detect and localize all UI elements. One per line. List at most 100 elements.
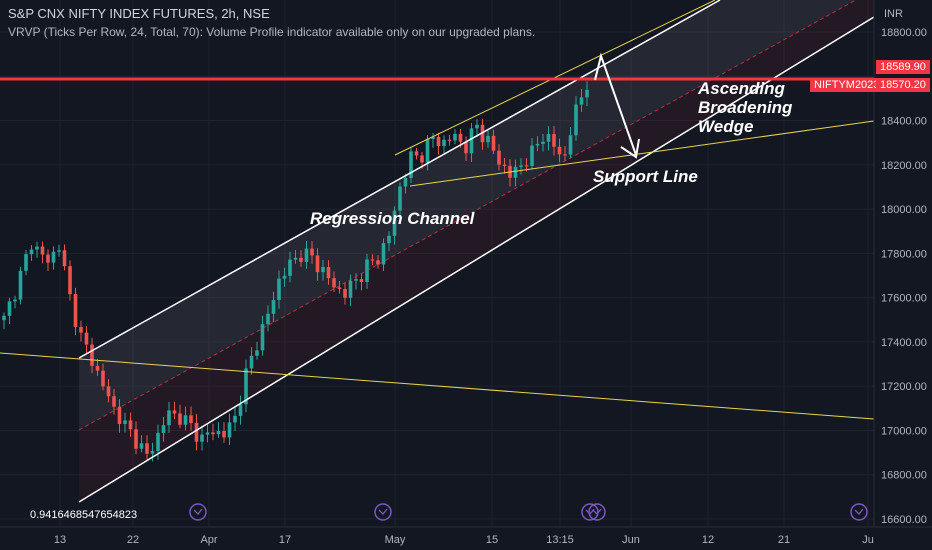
- candle: [205, 432, 210, 435]
- time-tick-label: Jun: [622, 534, 640, 546]
- candle: [332, 278, 336, 288]
- candle: [62, 250, 67, 267]
- bottom-value-label: 0.9416468547654823: [30, 509, 137, 521]
- candle: [260, 324, 265, 351]
- candle: [403, 177, 408, 187]
- candle: [359, 279, 364, 283]
- time-tick-label: 13: [54, 534, 66, 546]
- event-icon[interactable]: [588, 503, 606, 521]
- wedge-label-3: Wedge: [698, 117, 753, 136]
- support-line-label: Support Line: [593, 167, 698, 186]
- symbol-tag: NIFTYM2023: [810, 78, 884, 92]
- candle: [354, 279, 358, 281]
- candle: [442, 139, 446, 146]
- candle: [189, 415, 193, 423]
- candle: [491, 135, 496, 151]
- price-tick-label: 17800.00: [881, 248, 927, 260]
- candle: [370, 259, 375, 261]
- candle: [568, 135, 573, 155]
- candle: [425, 138, 430, 163]
- candle: [519, 165, 523, 167]
- time-tick-label: Ju: [862, 534, 874, 546]
- candle: [117, 406, 122, 424]
- last-price-tag: 18570.20: [876, 78, 930, 92]
- candle: [51, 251, 56, 263]
- candle: [486, 135, 490, 143]
- price-tick-label: 17200.00: [881, 381, 927, 393]
- candle: [150, 451, 155, 454]
- candle: [249, 355, 254, 369]
- candle: [453, 133, 457, 141]
- event-icon[interactable]: [189, 503, 207, 521]
- candle: [35, 246, 39, 250]
- candle: [13, 299, 17, 302]
- candle: [398, 186, 402, 211]
- candle: [233, 415, 237, 423]
- candle: [502, 164, 507, 166]
- price-tick-label: 16600.00: [881, 514, 927, 526]
- candle: [293, 257, 298, 260]
- time-axis-bg: [0, 527, 932, 550]
- candle: [436, 136, 441, 146]
- candle: [134, 429, 138, 449]
- candle: [123, 420, 127, 424]
- channel-upper-line: [78, 0, 721, 359]
- candle: [101, 370, 105, 387]
- candle: [222, 430, 226, 438]
- candle: [139, 443, 144, 449]
- candle: [469, 128, 474, 154]
- candle: [310, 248, 314, 256]
- candle: [299, 257, 303, 262]
- candle: [84, 332, 89, 345]
- wedge-label-1: Ascending: [697, 79, 786, 98]
- candle: [277, 278, 281, 300]
- candle: [73, 294, 78, 328]
- time-tick-label: 21: [778, 534, 790, 546]
- candle: [167, 410, 171, 426]
- candle: [513, 166, 518, 178]
- price-tick-label: 17600.00: [881, 293, 927, 305]
- support-trendline: [409, 120, 875, 187]
- candle: [172, 410, 177, 414]
- price-tick-label: 17400.00: [881, 337, 927, 349]
- candle: [227, 422, 232, 438]
- projection-arrow: [594, 52, 637, 156]
- candle: [541, 141, 545, 144]
- candle: [216, 430, 221, 435]
- candle: [145, 443, 149, 454]
- candle: [95, 365, 100, 371]
- price-tick-label: 16800.00: [881, 470, 927, 482]
- channel-lower-fill: [79, 0, 874, 502]
- price-tick-label: 18000.00: [881, 204, 927, 216]
- candle: [326, 266, 331, 279]
- candle: [90, 344, 94, 366]
- wedge-label-2: Broadening: [698, 98, 793, 117]
- price-tick-label: 18800.00: [881, 27, 927, 39]
- currency-label: INR: [884, 8, 903, 20]
- candle: [563, 154, 567, 156]
- candle: [244, 368, 248, 405]
- candle: [552, 134, 556, 147]
- channel-median-line: [78, 0, 857, 431]
- candle: [183, 415, 188, 425]
- candle: [392, 210, 397, 236]
- chart-title: S&P CNX NIFTY INDEX FUTURES, 2h, NSE: [8, 6, 270, 21]
- candle: [497, 150, 501, 165]
- candle: [381, 243, 386, 265]
- candle: [420, 155, 424, 163]
- time-tick-label: 13:15: [546, 534, 574, 546]
- long-trendline: [0, 352, 875, 420]
- event-icon[interactable]: [374, 503, 392, 521]
- candle: [524, 165, 529, 167]
- time-tick-label: 12: [702, 534, 714, 546]
- candle: [161, 425, 166, 433]
- candle: [24, 254, 28, 271]
- candle: [282, 275, 287, 279]
- candle: [57, 250, 61, 252]
- candle: [238, 404, 243, 416]
- event-icon[interactable]: [850, 503, 868, 521]
- candle: [156, 432, 160, 452]
- candle: [7, 301, 12, 316]
